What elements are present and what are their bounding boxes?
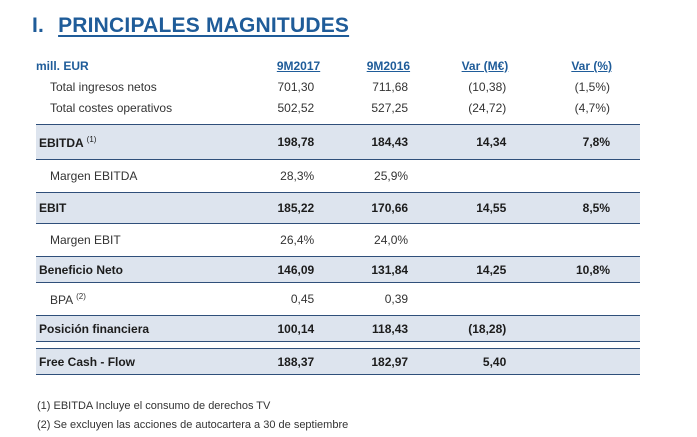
footnote-ref-1: (1) [86,134,97,144]
row-label: EBITDA (1) [36,124,220,160]
cell-9m2016: 0,39 [384,292,409,306]
cell-var-abs: (18,28) [420,315,529,342]
row-total-ingresos: Total ingresos netos 701,30 711,68 (10,3… [36,76,640,97]
cell-9m2017: 502,52 [277,100,315,115]
header-units: mill. EUR [36,59,89,73]
row-label: EBIT [36,192,220,224]
row-label: Margen EBIT [50,233,121,247]
cell-9m2017: 26,4% [280,233,315,247]
header-9m2017: 9M2017 [276,59,321,73]
row-label: Margen EBITDA [50,169,138,183]
cell-var-abs: 14,25 [420,256,529,283]
header-9m2016: 9M2016 [366,59,411,73]
cell-9m2017: 0,45 [290,292,315,306]
magnitudes-table: mill. EUR 9M2017 9M2016 Var (M€) Var (%)… [36,56,640,375]
cell-var-pct [528,315,640,342]
row-free-cash-flow: Free Cash - Flow 188,37 182,97 5,40 [36,348,640,375]
table-header-row: mill. EUR 9M2017 9M2016 Var (M€) Var (%) [36,56,640,76]
row-posicion-financiera: Posición financiera 100,14 118,43 (18,28… [36,315,640,342]
section-title: PRINCIPALES MAGNITUDES [58,14,350,37]
section-number: I. [32,14,45,37]
cell-var-pct: (4,7%) [574,100,610,115]
cell-9m2016: 527,25 [371,100,409,115]
cell-9m2017: 188,37 [219,348,325,375]
cell-var-abs: (24,72) [468,100,507,115]
cell-var-pct: 8,5% [528,192,640,224]
row-margen-ebitda: Margen EBITDA 28,3% 25,9% [36,160,640,193]
header-var-abs: Var (M€) [461,59,509,73]
row-ebit: EBIT 185,22 170,66 14,55 8,5% [36,192,640,224]
cell-var-abs: 14,55 [420,192,529,224]
cell-var-pct: 10,8% [528,256,640,283]
cell-9m2016: 170,66 [324,192,421,224]
cell-var-pct [528,224,640,257]
cell-var-pct: (1,5%) [574,79,610,94]
cell-var-pct [528,348,640,375]
row-label: Beneficio Neto [36,256,220,283]
cell-var-abs [420,224,528,257]
cell-9m2017: 198,78 [219,124,325,160]
row-total-costes: Total costes operativos 502,52 527,25 (2… [36,97,640,118]
cell-9m2017: 701,30 [277,79,315,94]
row-label: Total ingresos netos [50,79,157,94]
cell-9m2016: 25,9% [374,169,409,183]
cell-9m2016: 182,97 [324,348,421,375]
row-label: Total costes operativos [50,100,173,115]
row-label: Free Cash - Flow [36,348,220,375]
cell-var-abs: (10,38) [468,79,507,94]
header-var-pct: Var (%) [571,59,612,73]
row-bpa: BPA (2) 0,45 0,39 [36,283,640,316]
row-label: BPA (2) [50,291,86,307]
cell-var-abs: 5,40 [420,348,529,375]
cell-9m2016: 118,43 [324,315,421,342]
row-label: Posición financiera [36,315,220,342]
cell-9m2017: 100,14 [219,315,325,342]
footnote-1: (1) EBITDA Incluye el consumo de derecho… [37,400,271,412]
footnote-ref-2: (2) [76,291,86,301]
cell-9m2017: 146,09 [219,256,325,283]
row-beneficio-neto: Beneficio Neto 146,09 131,84 14,25 10,8% [36,256,640,283]
row-margen-ebit: Margen EBIT 26,4% 24,0% [36,224,640,257]
cell-9m2016: 131,84 [324,256,421,283]
cell-9m2016: 711,68 [372,79,409,94]
cell-9m2016: 184,43 [324,124,421,160]
cell-var-pct: 7,8% [528,124,640,160]
cell-9m2016: 24,0% [374,233,409,247]
footnote-2: (2) Se excluyen las acciones de autocart… [37,419,349,431]
cell-9m2017: 185,22 [219,192,325,224]
cell-9m2017: 28,3% [280,169,315,183]
row-ebitda: EBITDA (1) 198,78 184,43 14,34 7,8% [36,124,640,160]
cell-var-abs [420,283,528,316]
cell-var-abs: 14,34 [420,124,529,160]
cell-var-pct [528,283,640,316]
footnotes: (1) EBITDA Incluye el consumo de derecho… [37,397,348,435]
cell-var-abs [420,160,528,193]
section-heading: I. PRINCIPALES MAGNITUDES [32,14,349,38]
cell-var-pct [528,160,640,193]
